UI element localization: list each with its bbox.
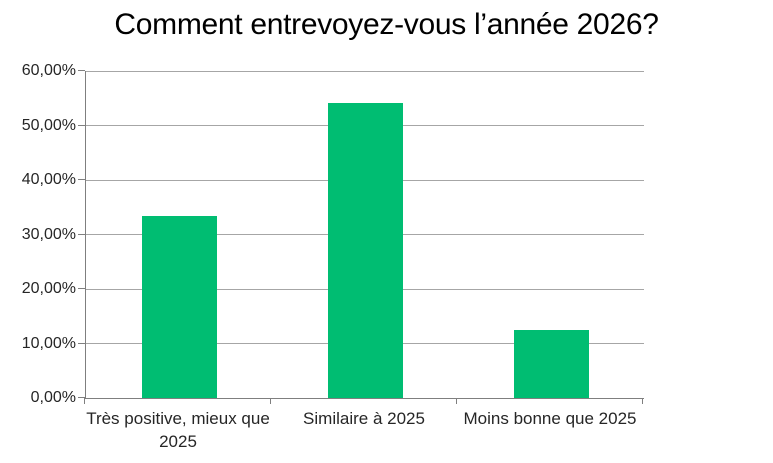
- y-axis-tick-label: 60,00%: [21, 62, 76, 79]
- x-axis-tick: [270, 398, 272, 404]
- x-axis-line: [84, 398, 644, 399]
- x-category-label: Très positive, mieux que 2025: [86, 409, 270, 451]
- plot-area: [84, 70, 644, 399]
- y-axis-tick-label: 30,00%: [21, 225, 76, 243]
- bar-2: [327, 102, 403, 398]
- x-axis-tick: [456, 398, 458, 404]
- y-axis-tick-label: 40,00%: [21, 171, 76, 188]
- bar-3: [513, 329, 589, 398]
- y-axis-tick: [78, 342, 85, 344]
- y-axis-tick: [78, 397, 85, 399]
- y-axis-tick-label: 0,00%: [30, 389, 76, 406]
- x-category-label: Similaire à 2025: [303, 409, 425, 428]
- y-axis-tick: [78, 124, 85, 126]
- gridline: [86, 70, 644, 72]
- y-axis-tick-label: 10,00%: [21, 334, 76, 352]
- y-axis-tick: [78, 70, 85, 72]
- bar-1: [141, 216, 217, 398]
- y-axis-tick-label: 50,00%: [21, 116, 76, 134]
- x-axis-tick: [642, 398, 644, 404]
- x-axis-tick: [84, 398, 86, 404]
- y-axis-tick: [78, 179, 85, 181]
- x-category-label: Moins bonne que 2025: [463, 409, 637, 428]
- y-axis-tick-label: 20,00%: [21, 280, 76, 297]
- y-axis-tick: [78, 233, 85, 235]
- y-axis-tick: [78, 288, 85, 290]
- chart-title: Comment entrevoyez-vous l’année 2026?: [114, 8, 659, 41]
